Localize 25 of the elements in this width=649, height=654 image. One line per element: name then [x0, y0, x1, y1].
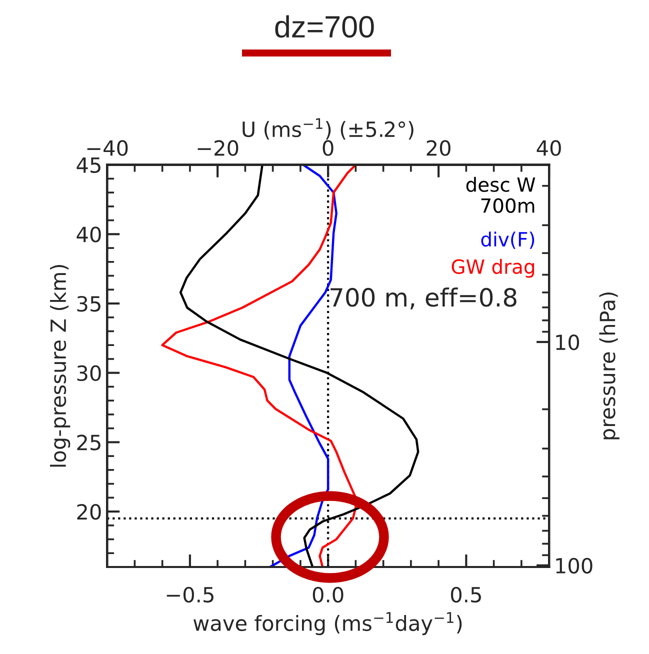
x-axis-title: wave forcing (ms$^{−1}$day$^{−1}$) [194, 612, 462, 636]
y-tick-label: 45 [76, 158, 100, 174]
x2-tick-label: 0 [322, 140, 334, 156]
y-tick-label: 30 [77, 365, 101, 382]
y2-tick-label: 100 [556, 558, 592, 574]
y-tick-label: 40 [76, 226, 101, 242]
y-tick-label: 20 [77, 504, 101, 520]
y-tick-label: 35 [77, 296, 100, 312]
text: GW drag [452, 258, 534, 278]
annotation: 700 m, eff=0.8 [330, 287, 516, 310]
text: div(F) [481, 232, 534, 249]
x-tick-label: 0.5 [450, 586, 481, 603]
x-tick-label: −0.5 [166, 586, 214, 603]
text: desc W 700m [466, 176, 536, 213]
y2-tick-label: 10 [556, 334, 580, 350]
y-axis-title: log-pressure Z (km) [50, 265, 70, 467]
chart-title: dz=700 [275, 15, 374, 38]
x2-axis-title: U (ms$^{−1}$) (±5.2°) [242, 118, 414, 140]
x2-tick-label: −20 [198, 140, 238, 156]
x2-tick-label: 40 [536, 140, 561, 156]
x-tick-label: 0.0 [312, 586, 344, 603]
x2-tick-label: −40 [87, 140, 128, 156]
x2-tick-label: 20 [426, 140, 450, 156]
y-tick-label: 25 [77, 434, 100, 450]
y2-axis-title: pressure (hPa) [599, 292, 620, 440]
